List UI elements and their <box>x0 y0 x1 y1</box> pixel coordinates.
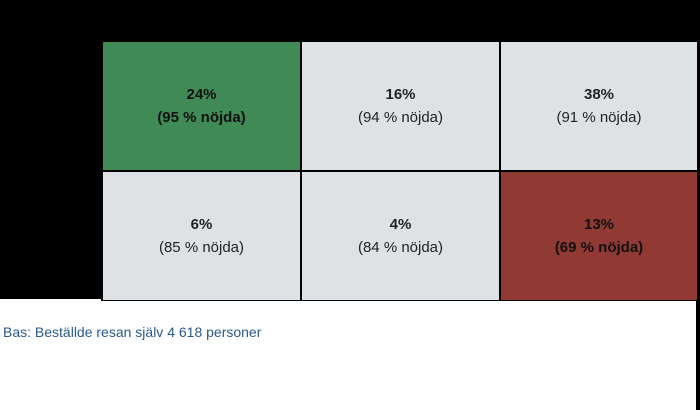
cell-share-label: 13% <box>583 216 615 233</box>
top-black-band <box>0 0 700 40</box>
cell-satisfaction-label: (91 % nöjda) <box>556 109 642 126</box>
cell-share-label: 16% <box>385 86 416 103</box>
left-black-band <box>0 40 102 299</box>
base-footnote: Bas: Beställde resan själv 4 618 persone… <box>3 324 262 340</box>
cell-share-label: 38% <box>583 86 615 103</box>
cell-satisfaction-label: (94 % nöjda) <box>357 109 444 126</box>
cell-share-label: 4% <box>389 216 412 233</box>
matrix-cell-r1c3: 38% (91 % nöjda) <box>501 42 697 170</box>
cell-satisfaction-label: (85 % nöjda) <box>158 239 245 256</box>
satisfaction-matrix: 24% (95 % nöjda) 16% (94 % nöjda) 38% (9… <box>101 40 698 301</box>
matrix-cell-r2c1: 6% (85 % nöjda) <box>103 172 300 300</box>
matrix-cell-r1c2: 16% (94 % nöjda) <box>302 42 499 170</box>
cell-satisfaction-label: (69 % nöjda) <box>554 239 644 256</box>
matrix-cell-r2c2: 4% (84 % nöjda) <box>302 172 499 300</box>
matrix-cell-r1c1: 24% (95 % nöjda) <box>103 42 300 170</box>
cell-satisfaction-label: (95 % nöjda) <box>157 109 246 126</box>
matrix-cell-r2c3: 13% (69 % nöjda) <box>501 172 697 300</box>
cell-satisfaction-label: (84 % nöjda) <box>357 239 444 256</box>
cell-share-label: 6% <box>190 216 213 233</box>
right-black-edge <box>696 40 700 410</box>
cell-share-label: 24% <box>186 86 217 103</box>
